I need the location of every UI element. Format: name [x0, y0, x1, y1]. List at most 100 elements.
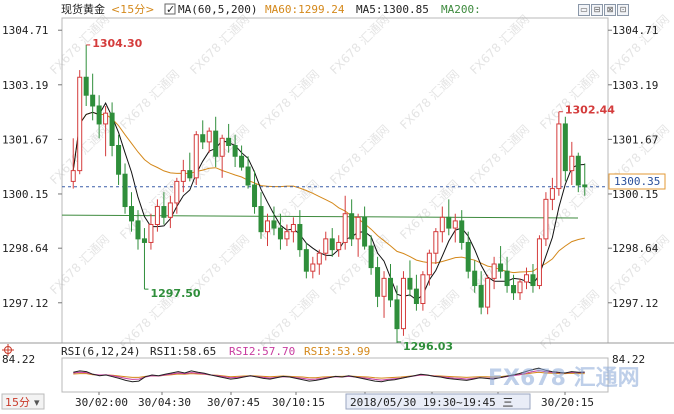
candle	[187, 152, 193, 182]
window-close-icon[interactable]: ⊠	[604, 4, 616, 16]
candle-body	[90, 94, 96, 107]
rsi-header: RSI(6,12,24) RSI1:58.65 RSI2:57.70 RSI3:…	[61, 345, 370, 358]
candle	[70, 138, 76, 189]
candle-body	[323, 238, 329, 254]
window-minimize-icon[interactable]: ⊟	[591, 4, 603, 16]
candle	[277, 213, 283, 250]
chevron-down-icon: ▾	[34, 396, 40, 409]
candle-body	[70, 170, 76, 182]
candle-body	[562, 123, 568, 172]
candle	[459, 210, 465, 250]
candle-body	[433, 231, 439, 254]
ma5-line	[72, 102, 585, 301]
candle-body	[206, 130, 212, 143]
candle	[284, 224, 290, 247]
candle	[148, 213, 154, 250]
candle	[569, 141, 575, 185]
candle	[303, 242, 309, 279]
candle	[122, 163, 128, 214]
candle	[375, 256, 381, 308]
candle-body	[368, 245, 374, 269]
checkmark-icon: ✓	[166, 3, 175, 16]
candle	[297, 210, 303, 257]
candle-body	[459, 220, 465, 243]
candle-body	[310, 263, 316, 272]
candle-body	[316, 252, 322, 265]
y-tick-label-right: 1298.64	[612, 242, 659, 255]
ma-toggle-checkbox[interactable]	[164, 3, 176, 15]
candle-body	[569, 155, 575, 172]
candle	[206, 127, 212, 153]
candle	[213, 116, 219, 168]
candle-body	[400, 277, 406, 330]
x-tick-label: 30/10:15	[272, 396, 325, 409]
candle-body	[420, 274, 426, 304]
candle	[323, 231, 329, 261]
candle-body	[116, 144, 122, 175]
candle-body	[161, 206, 167, 218]
candle	[465, 231, 471, 279]
candle	[439, 206, 445, 243]
y-tick-label-right: 1297.12	[612, 297, 658, 310]
candle-body	[297, 223, 303, 251]
candle	[536, 235, 542, 290]
candle	[77, 70, 83, 175]
candle-body	[452, 220, 458, 229]
candle-body	[290, 223, 296, 233]
candle	[167, 195, 173, 229]
candle	[433, 228, 439, 264]
candle	[180, 159, 186, 193]
ma200-line	[62, 214, 579, 219]
crosshair-time-tooltip	[345, 393, 531, 410]
candle	[491, 256, 497, 290]
x-tick-label: 30/04:30	[138, 396, 191, 409]
candle-body	[446, 216, 452, 229]
candle-body	[103, 112, 109, 125]
candle	[575, 152, 581, 193]
candle	[129, 192, 135, 232]
candle	[446, 199, 452, 236]
candle	[226, 123, 232, 153]
window-restore-icon[interactable]: ▭	[578, 4, 590, 16]
axes: 1304.71 1304.71 1303.19 1303.19 1301.67 1301.…	[2, 24, 659, 409]
candle-body	[271, 220, 277, 229]
y-tick-label-left: 1300.15	[2, 188, 48, 201]
candle	[511, 274, 517, 300]
candle	[271, 206, 277, 236]
candle	[420, 271, 426, 311]
period-tag[interactable]: <15分>	[111, 3, 154, 16]
candle	[258, 192, 264, 239]
crosshair-icon[interactable]	[2, 344, 14, 356]
candle-body	[575, 155, 581, 186]
candle-body	[148, 223, 154, 243]
candle-body	[219, 137, 225, 157]
candle-body	[200, 134, 206, 143]
candle	[252, 170, 258, 214]
ma-params: MA(60,5,200)	[178, 3, 257, 16]
candle-body	[187, 170, 193, 179]
candle	[141, 228, 147, 290]
candle	[135, 210, 141, 250]
candle-body	[129, 206, 135, 222]
candle	[549, 177, 555, 211]
candle-body	[83, 76, 89, 96]
annotation-high-left: 1304.30	[92, 37, 142, 50]
x-tick-label: 30/02:00	[75, 396, 128, 409]
candle	[329, 228, 335, 257]
current-price-tag	[608, 173, 666, 190]
candle	[407, 260, 413, 297]
candle-body	[154, 206, 160, 225]
candle	[349, 199, 355, 247]
candle-body	[549, 188, 555, 200]
period-selector[interactable]	[1, 393, 45, 410]
annotation-low-left: 1297.50	[150, 287, 200, 300]
candle-body	[381, 277, 387, 297]
candle-body	[426, 252, 432, 276]
annotation-high-right: 1302.44	[565, 104, 615, 117]
rsi2-value: RSI2:57.70	[229, 345, 295, 358]
rsi1-value: RSI1:58.65	[150, 345, 216, 358]
candle-body	[536, 238, 542, 287]
window-maximize-icon[interactable]: ⊡	[617, 4, 629, 16]
candle	[290, 217, 296, 243]
candle-body	[342, 213, 348, 243]
